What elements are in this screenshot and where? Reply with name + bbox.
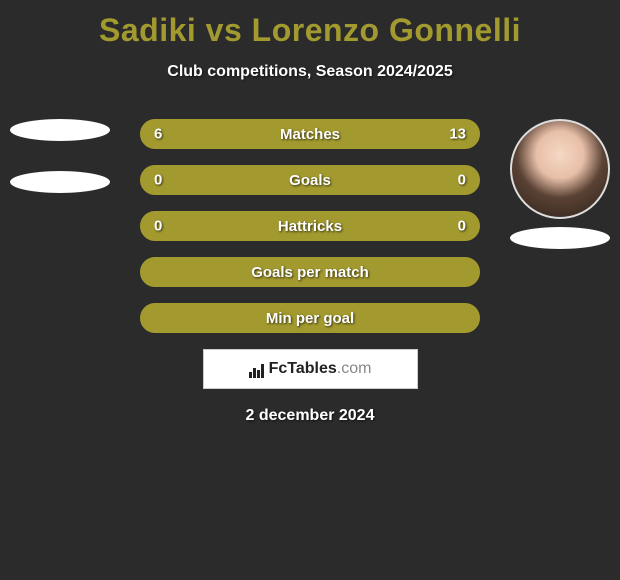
logo-text-light: .com	[337, 360, 372, 377]
stat-label: Goals	[289, 172, 331, 189]
page-title: Sadiki vs Lorenzo Gonnelli	[0, 0, 620, 49]
fctables-logo: FcTables.com	[203, 349, 418, 389]
player-left	[10, 119, 110, 249]
subtitle: Club competitions, Season 2024/2025	[0, 63, 620, 81]
stat-label: Matches	[280, 126, 340, 143]
stat-right-value: 13	[449, 126, 466, 143]
stat-label: Min per goal	[266, 310, 354, 327]
logo-text: FcTables.com	[269, 360, 372, 378]
player-right	[510, 119, 610, 249]
stat-right-value: 0	[458, 172, 466, 189]
comparison-panel: 6 Matches 13 0 Goals 0 0 Hattricks 0 Goa…	[0, 119, 620, 425]
stat-left-value: 0	[154, 218, 162, 235]
stat-bar-matches: 6 Matches 13	[140, 119, 480, 149]
stat-left-value: 0	[154, 172, 162, 189]
stat-bar-min-per-goal: Min per goal	[140, 303, 480, 333]
stat-right-value: 0	[458, 218, 466, 235]
avatar-placeholder-left	[10, 119, 110, 141]
stat-bar-goals: 0 Goals 0	[140, 165, 480, 195]
chart-icon	[249, 360, 265, 378]
name-ellipse-left	[10, 171, 110, 193]
stat-label: Goals per match	[251, 264, 369, 281]
stat-bar-hattricks: 0 Hattricks 0	[140, 211, 480, 241]
stat-left-value: 6	[154, 126, 162, 143]
avatar-photo-right	[510, 119, 610, 219]
name-ellipse-right	[510, 227, 610, 249]
stat-bar-goals-per-match: Goals per match	[140, 257, 480, 287]
stat-label: Hattricks	[278, 218, 342, 235]
date-label: 2 december 2024	[0, 407, 620, 425]
stat-bars: 6 Matches 13 0 Goals 0 0 Hattricks 0 Goa…	[140, 119, 480, 333]
logo-text-bold: FcTables	[269, 360, 337, 377]
